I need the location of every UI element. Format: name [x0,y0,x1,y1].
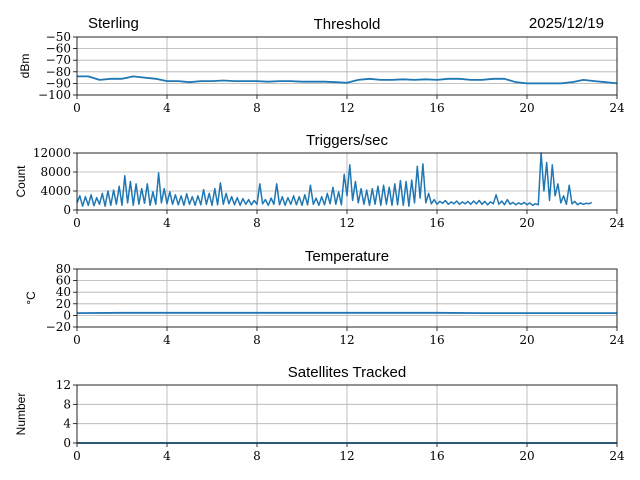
y-tick-label: −100 [38,88,71,102]
x-tick-label: 24 [609,216,625,230]
x-tick-label: 4 [163,333,171,347]
y-axis-label: °C [24,291,38,305]
x-tick-label: 4 [163,449,171,463]
axes-frame [76,36,618,96]
x-tick-label: 16 [429,216,444,230]
axes-frame [76,152,618,211]
x-tick-label: 12 [339,333,354,347]
x-tick-label: 0 [73,449,81,463]
x-tick-label: 24 [609,101,625,115]
x-tick-label: 4 [163,216,171,230]
date-label: 2025/12/19 [529,15,604,32]
x-tick-label: 24 [609,333,625,347]
y-tick-label: 40 [56,285,71,299]
y-tick-label: 20 [56,297,71,311]
axes-frame [76,384,618,444]
panel-title: Triggers/sec [306,132,388,149]
x-tick-label: 12 [339,216,354,230]
x-tick-label: 8 [253,333,261,347]
y-tick-label: −50 [46,30,71,44]
x-tick-label: 12 [339,449,354,463]
y-tick-label: −60 [46,42,71,56]
x-tick-label: 20 [519,333,534,347]
y-tick-label: −20 [46,320,71,334]
x-tick-label: 20 [519,449,534,463]
x-tick-label: 8 [253,449,261,463]
x-tick-label: 16 [429,333,444,347]
panel-title: Threshold [314,16,381,33]
x-tick-label: 16 [429,449,444,463]
y-tick-label: −90 [46,76,71,90]
y-tick-label: 0 [63,203,71,217]
x-tick-label: 0 [73,101,81,115]
y-tick-label: 12000 [33,146,71,160]
panel-3: Satellites Tracked 0 4 8 12 16 20 24 0 4 8 12 Number [14,364,625,463]
series-line [76,152,593,207]
x-tick-label: 8 [253,101,261,115]
y-tick-label: 4 [63,417,71,431]
panel-title: Satellites Tracked [288,364,406,381]
y-tick-label: −80 [46,65,71,79]
y-axis-label: Number [14,393,28,436]
y-tick-label: 80 [56,262,71,276]
y-tick-label: 8 [63,397,71,411]
x-tick-label: 8 [253,216,261,230]
x-tick-label: 20 [519,216,534,230]
x-tick-label: 0 [73,216,81,230]
x-tick-label: 24 [609,449,625,463]
x-tick-label: 12 [339,101,354,115]
panel-1: Triggers/sec 0 4 8 12 16 20 24 0 4000 8000 12000 Cou… [14,132,625,230]
y-axis-label: Count [14,165,28,198]
y-tick-label: 60 [56,274,71,288]
y-tick-label: 0 [63,308,71,322]
y-tick-label: 8000 [40,165,71,179]
x-tick-label: 16 [429,101,444,115]
axes-frame [76,268,618,328]
panel-0: Threshold 0 4 8 12 16 20 24 −100−90−80−70−60−50 d… [18,16,625,115]
y-tick-label: 12 [56,378,71,392]
series-line [77,75,618,85]
y-tick-label: 4000 [40,184,71,198]
station-label: Sterling [88,15,139,32]
panel-title: Temperature [305,248,389,265]
x-tick-label: 4 [163,101,171,115]
y-tick-label: −70 [46,53,71,67]
x-tick-label: 20 [519,101,534,115]
y-axis-label: dBm [18,54,32,79]
x-tick-label: 0 [73,333,81,347]
y-tick-label: 0 [63,436,71,450]
